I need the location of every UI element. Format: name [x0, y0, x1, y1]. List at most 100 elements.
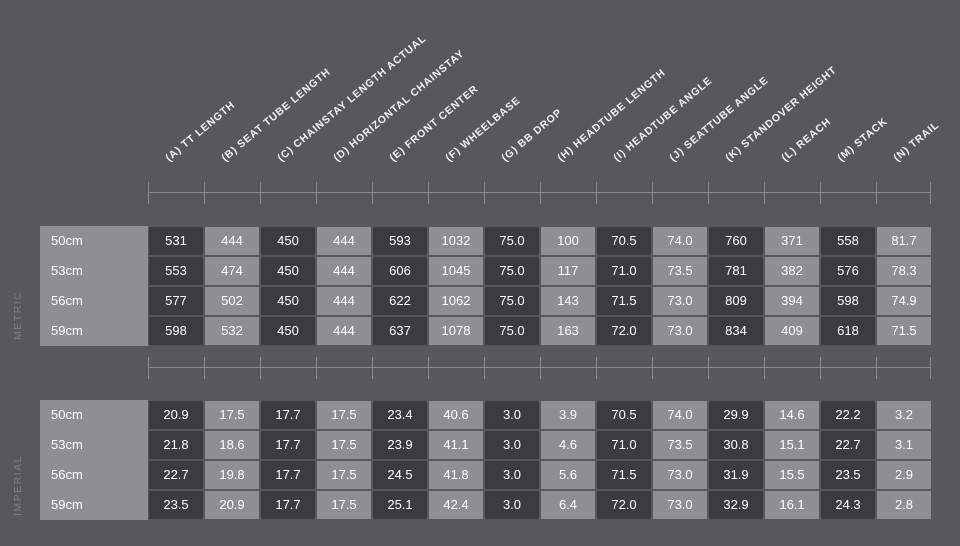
table-cell: 73.5 [653, 431, 707, 459]
table-cell: 16.1 [765, 491, 819, 519]
table-cell: 70.5 [597, 227, 651, 255]
table-cell: 637 [373, 317, 427, 345]
table-cell: 71.0 [597, 257, 651, 285]
table-cell: 24.3 [821, 491, 875, 519]
table-cell: 73.5 [653, 257, 707, 285]
table-cell: 15.1 [765, 431, 819, 459]
table-cell: 606 [373, 257, 427, 285]
tick-mark [260, 182, 261, 204]
tick-mark [876, 357, 877, 379]
table-cell: 834 [709, 317, 763, 345]
size-label: 59cm [51, 497, 83, 512]
table-cell: 22.7 [149, 461, 203, 489]
table-cell: 3.9 [541, 401, 595, 429]
tick-mark [484, 182, 485, 204]
table-cell: 30.8 [709, 431, 763, 459]
table-cell: 74.0 [653, 401, 707, 429]
table-cell: 17.5 [317, 461, 371, 489]
size-column-background [40, 400, 148, 520]
table-cell: 2.9 [877, 461, 931, 489]
tick-mark [596, 357, 597, 379]
tick-mark [652, 357, 653, 379]
table-cell: 450 [261, 287, 315, 315]
table-cell: 553 [149, 257, 203, 285]
table-cell: 17.5 [317, 491, 371, 519]
table-cell: 618 [821, 317, 875, 345]
table-cell: 18.6 [205, 431, 259, 459]
tick-mark [484, 357, 485, 379]
table-cell: 23.5 [821, 461, 875, 489]
column-header: (N) TRAIL [891, 119, 942, 164]
table-cell: 71.5 [597, 461, 651, 489]
table-cell: 444 [317, 317, 371, 345]
table-cell: 531 [149, 227, 203, 255]
column-header: (H) HEADTUBE LENGTH [555, 66, 669, 164]
table-cell: 474 [205, 257, 259, 285]
tick-mark [708, 357, 709, 379]
table-cell: 4.6 [541, 431, 595, 459]
table-cell: 42.4 [429, 491, 483, 519]
tick-mark [540, 182, 541, 204]
size-label: 50cm [51, 407, 83, 422]
table-cell: 502 [205, 287, 259, 315]
tick-mark [708, 182, 709, 204]
table-cell: 3.0 [485, 401, 539, 429]
column-header: (M) STACK [835, 115, 890, 164]
table-cell: 450 [261, 257, 315, 285]
table-cell: 6.4 [541, 491, 595, 519]
column-header: (K) STANDOVER HEIGHT [723, 64, 840, 164]
table-cell: 622 [373, 287, 427, 315]
table-cell: 3.0 [485, 431, 539, 459]
table-cell: 73.0 [653, 491, 707, 519]
size-label: 56cm [51, 467, 83, 482]
table-cell: 3.2 [877, 401, 931, 429]
table-cell: 78.3 [877, 257, 931, 285]
table-cell: 17.7 [261, 401, 315, 429]
size-label: 50cm [51, 233, 83, 248]
table-cell: 558 [821, 227, 875, 255]
table-cell: 32.9 [709, 491, 763, 519]
table-cell: 75.0 [485, 317, 539, 345]
table-cell: 73.0 [653, 461, 707, 489]
table-cell: 41.1 [429, 431, 483, 459]
table-cell: 23.9 [373, 431, 427, 459]
table-cell: 73.0 [653, 287, 707, 315]
table-cell: 72.0 [597, 317, 651, 345]
table-cell: 143 [541, 287, 595, 315]
table-cell: 3.0 [485, 491, 539, 519]
table-cell: 22.2 [821, 401, 875, 429]
table-cell: 1078 [429, 317, 483, 345]
tick-mark [764, 182, 765, 204]
tick-mark [148, 182, 149, 204]
table-cell: 15.5 [765, 461, 819, 489]
table-cell: 74.0 [653, 227, 707, 255]
tick-mark [930, 357, 931, 379]
table-cell: 593 [373, 227, 427, 255]
column-header: (J) SEATTUBE ANGLE [667, 74, 771, 164]
table-cell: 70.5 [597, 401, 651, 429]
imperial-side-label: IMPERIAL [12, 454, 24, 516]
table-cell: 444 [317, 227, 371, 255]
table-cell: 1032 [429, 227, 483, 255]
table-cell: 394 [765, 287, 819, 315]
tick-baseline [148, 192, 930, 193]
table-cell: 31.9 [709, 461, 763, 489]
table-cell: 17.5 [317, 401, 371, 429]
table-cell: 450 [261, 227, 315, 255]
tick-mark [930, 182, 931, 204]
table-cell: 22.7 [821, 431, 875, 459]
table-cell: 20.9 [205, 491, 259, 519]
table-cell: 17.5 [317, 431, 371, 459]
table-cell: 409 [765, 317, 819, 345]
table-cell: 444 [317, 257, 371, 285]
tick-mark [428, 357, 429, 379]
table-cell: 598 [149, 317, 203, 345]
table-cell: 3.1 [877, 431, 931, 459]
size-label: 53cm [51, 437, 83, 452]
table-cell: 19.8 [205, 461, 259, 489]
metric-side-label: METRIC [12, 290, 24, 340]
table-cell: 23.5 [149, 491, 203, 519]
table-cell: 20.9 [149, 401, 203, 429]
table-cell: 71.5 [597, 287, 651, 315]
tick-mark [428, 182, 429, 204]
